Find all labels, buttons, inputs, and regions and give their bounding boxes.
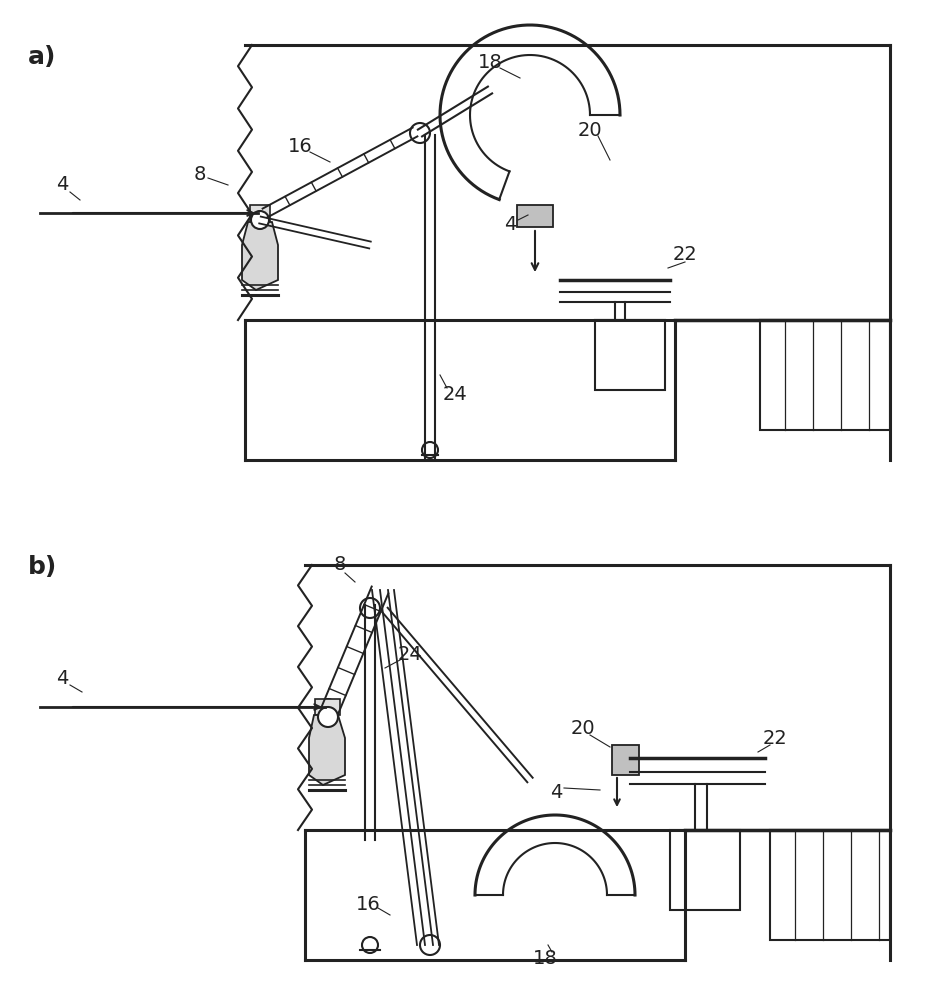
Text: 24: 24 (443, 385, 468, 404)
Text: 4: 4 (56, 668, 69, 688)
Text: 8: 8 (194, 165, 206, 184)
Text: 18: 18 (478, 52, 503, 72)
Polygon shape (242, 222, 278, 290)
Polygon shape (309, 715, 345, 785)
Circle shape (253, 206, 267, 220)
Polygon shape (517, 205, 553, 227)
Text: 22: 22 (672, 245, 697, 264)
Text: 22: 22 (763, 728, 787, 748)
Circle shape (318, 707, 338, 727)
Text: 18: 18 (532, 948, 557, 968)
Text: 4: 4 (550, 782, 562, 802)
Text: 20: 20 (570, 718, 595, 738)
Text: 16: 16 (356, 896, 381, 914)
Circle shape (251, 211, 269, 229)
Text: 8: 8 (333, 556, 346, 574)
Circle shape (420, 935, 440, 955)
Text: a): a) (28, 45, 56, 69)
Polygon shape (315, 699, 340, 715)
Text: 4: 4 (56, 176, 69, 194)
Circle shape (422, 442, 438, 458)
Polygon shape (250, 205, 270, 221)
Circle shape (320, 699, 336, 715)
Circle shape (360, 598, 380, 618)
Text: 4: 4 (504, 216, 516, 234)
Text: 20: 20 (578, 120, 602, 139)
Text: 24: 24 (397, 646, 422, 664)
Text: b): b) (28, 555, 57, 579)
Circle shape (410, 123, 430, 143)
Polygon shape (612, 745, 639, 775)
Circle shape (362, 937, 378, 953)
Text: 16: 16 (288, 137, 312, 156)
